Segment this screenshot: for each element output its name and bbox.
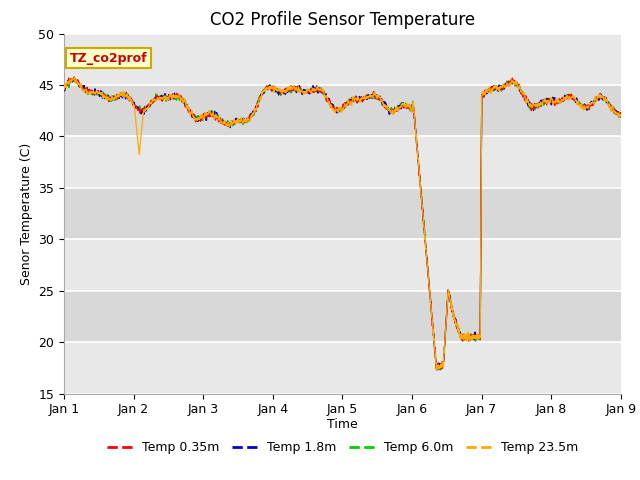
X-axis label: Time: Time: [327, 418, 358, 431]
Title: CO2 Profile Sensor Temperature: CO2 Profile Sensor Temperature: [210, 11, 475, 29]
Legend: Temp 0.35m, Temp 1.8m, Temp 6.0m, Temp 23.5m: Temp 0.35m, Temp 1.8m, Temp 6.0m, Temp 2…: [102, 436, 583, 459]
Bar: [64, 34, 621, 85]
Bar: [64, 342, 621, 394]
Bar: [64, 240, 621, 291]
Bar: [64, 85, 621, 136]
Y-axis label: Senor Temperature (C): Senor Temperature (C): [20, 143, 33, 285]
Bar: [64, 136, 621, 188]
Text: TZ_co2prof: TZ_co2prof: [70, 51, 147, 65]
Bar: [64, 291, 621, 342]
Bar: [64, 188, 621, 240]
